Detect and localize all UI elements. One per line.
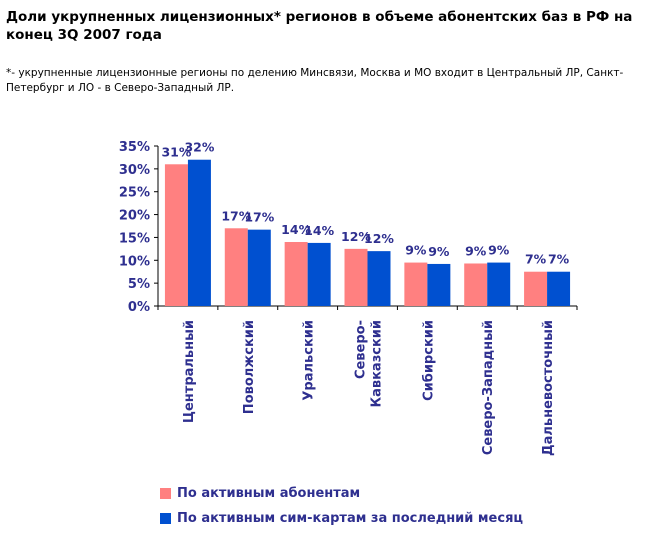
legend-item-series1: По активным абонентам [160,482,523,504]
chart-title: Доли укрупненных лицензионных* регионов … [6,9,633,43]
data-label-series1: 9% [405,243,427,258]
y-tick-label: 35% [119,140,150,155]
bar-series1 [284,242,308,306]
bar-series2 [487,262,511,306]
data-label-series2: 9% [488,243,510,258]
footnote: *- укрупненные лицензионные регионы по д… [6,67,624,94]
y-tick-label: 10% [119,254,150,269]
data-label-series1: 31% [161,144,191,159]
category-label: Уральский [302,320,317,401]
category-label: Дальневосточный [541,320,556,456]
y-tick-label: 25% [119,186,150,201]
y-tick-label: 30% [119,163,150,178]
data-label-series2: 7% [548,252,570,267]
data-label-series1: 12% [341,229,371,244]
data-label-series2: 12% [364,231,394,246]
y-tick-label: 5% [128,277,150,292]
y-tick-label: 20% [119,209,150,224]
data-label-series1: 14% [281,222,311,237]
bar-series2 [247,229,271,306]
category-label: Кавказский [370,320,385,408]
legend-label-series1: По активным абонентам [177,485,361,501]
category-label: Северо- [354,320,369,379]
bar-series1 [404,262,428,306]
data-label-series2: 9% [428,244,450,259]
data-label-series1: 7% [525,252,547,267]
legend-label-series2: По активным сим-картам за последний меся… [177,510,524,526]
data-label-series1: 17% [221,208,251,223]
bar-series2 [427,263,451,306]
category-label: Сибирский [421,320,436,401]
bar-series1 [344,248,368,306]
bar-series1 [164,164,188,306]
y-tick-label: 0% [128,300,150,315]
legend-item-series2: По активным сим-картам за последний меся… [160,507,523,529]
category-label: Поволжский [242,320,257,414]
bar-series2 [187,159,211,306]
category-label: Северо-Западный [481,320,496,455]
legend-swatch-series1 [160,487,171,499]
legend-swatch-series2 [160,512,171,524]
bar-series1 [464,263,488,306]
data-label-series2: 14% [304,223,334,238]
data-label-series1: 9% [465,243,487,258]
data-label-series2: 17% [244,210,274,225]
bar-series2 [307,242,331,306]
legend: По активным абонентам По активным сим-ка… [160,482,523,532]
bar-series1 [524,271,548,306]
data-label-series2: 32% [184,140,214,155]
bar-series2 [367,251,391,306]
bar-series2 [547,271,571,306]
y-tick-label: 15% [119,231,150,246]
bar-series1 [224,228,248,306]
category-label: Центральный [182,320,197,423]
